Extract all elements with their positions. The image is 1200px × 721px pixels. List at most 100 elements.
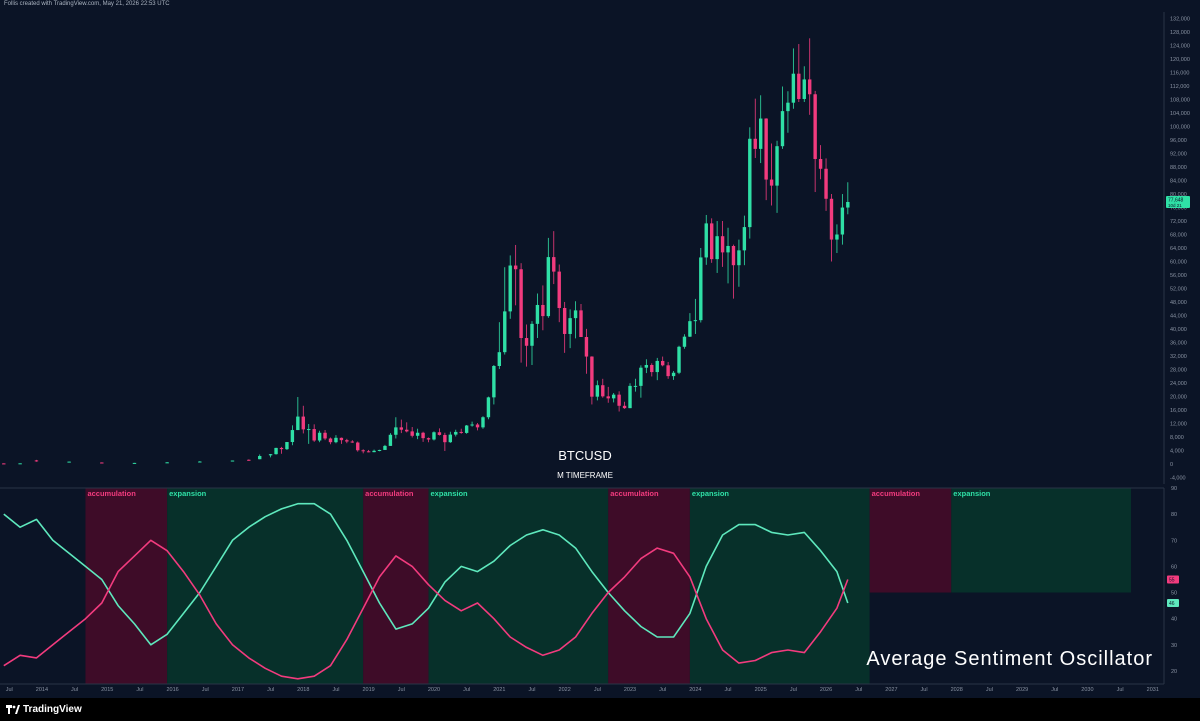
accumulation-region[interactable] — [363, 488, 429, 684]
candle-body[interactable] — [699, 257, 703, 321]
candle-body[interactable] — [535, 304, 540, 324]
candle-body[interactable] — [279, 447, 284, 450]
candle-body[interactable] — [677, 346, 681, 373]
candle-body[interactable] — [546, 257, 551, 317]
candle-body[interactable] — [426, 438, 431, 440]
candle-body[interactable] — [437, 432, 442, 435]
candle-body[interactable] — [301, 416, 305, 430]
candle-body[interactable] — [383, 445, 387, 450]
candle-body[interactable] — [388, 434, 393, 446]
candle-body[interactable] — [443, 434, 447, 443]
candle-body[interactable] — [432, 432, 436, 440]
candle-body[interactable] — [590, 356, 594, 397]
candle-body[interactable] — [573, 310, 578, 319]
candle-body[interactable] — [448, 434, 453, 443]
candle-body[interactable] — [2, 463, 6, 465]
candle-body[interactable] — [835, 234, 839, 240]
candle-body[interactable] — [764, 118, 768, 180]
candle-body[interactable] — [552, 257, 556, 272]
candle-body[interactable] — [660, 360, 665, 366]
candle-body[interactable] — [671, 372, 676, 377]
candle-body[interactable] — [611, 394, 616, 399]
candle-body[interactable] — [18, 463, 22, 465]
candle-body[interactable] — [410, 431, 414, 436]
candle-body[interactable] — [345, 440, 349, 442]
candle-body[interactable] — [622, 405, 627, 409]
candle-body[interactable] — [709, 223, 714, 260]
candle-body[interactable] — [377, 449, 382, 451]
candle-body[interactable] — [328, 438, 333, 443]
candle-body[interactable] — [753, 138, 757, 149]
candle-body[interactable] — [339, 437, 344, 441]
candle-body[interactable] — [486, 397, 491, 418]
candle-body[interactable] — [639, 367, 643, 386]
candle-body[interactable] — [824, 168, 828, 199]
candle-body[interactable] — [769, 179, 774, 186]
candle-body[interactable] — [579, 310, 583, 338]
candle-body[interactable] — [682, 336, 687, 347]
oscillator-series-line[interactable] — [3, 502, 849, 646]
candle-body[interactable] — [372, 450, 376, 453]
candle-body[interactable] — [802, 79, 806, 99]
candle-body[interactable] — [399, 427, 404, 430]
candle-body[interactable] — [475, 424, 480, 428]
candle-body[interactable] — [720, 236, 725, 253]
expansion-region[interactable] — [428, 488, 609, 684]
candle-body[interactable] — [748, 138, 752, 228]
candle-body[interactable] — [655, 360, 659, 373]
expansion-region[interactable] — [167, 488, 364, 684]
candle-body[interactable] — [617, 394, 621, 406]
candle-body[interactable] — [846, 201, 850, 208]
candle-body[interactable] — [285, 442, 289, 450]
candle-body[interactable] — [258, 456, 262, 460]
candle-body[interactable] — [530, 323, 534, 346]
candle-body[interactable] — [541, 304, 545, 317]
candle-body[interactable] — [791, 73, 796, 103]
candle-body[interactable] — [666, 365, 670, 377]
accumulation-region[interactable] — [869, 488, 952, 593]
candle-body[interactable] — [268, 454, 273, 456]
candle-body[interactable] — [606, 396, 610, 399]
candle-body[interactable] — [323, 432, 327, 439]
candle-body[interactable] — [132, 462, 137, 464]
candle-body[interactable] — [797, 73, 801, 99]
candle-body[interactable] — [481, 417, 485, 428]
candle-body[interactable] — [808, 79, 812, 95]
candle-body[interactable] — [317, 432, 322, 441]
candle-body[interactable] — [557, 271, 561, 309]
candle-body[interactable] — [780, 111, 785, 147]
candle-body[interactable] — [628, 385, 632, 409]
candle-body[interactable] — [503, 311, 507, 353]
candle-body[interactable] — [519, 269, 523, 339]
candle-body[interactable] — [470, 424, 474, 426]
candle-body[interactable] — [274, 447, 278, 455]
candle-body[interactable] — [704, 223, 708, 258]
candle-body[interactable] — [230, 460, 235, 462]
candle-body[interactable] — [595, 385, 600, 397]
tradingview-brand[interactable]: TradingView — [6, 704, 82, 715]
candle-body[interactable] — [247, 459, 251, 461]
candle-body[interactable] — [758, 118, 763, 149]
candle-body[interactable] — [405, 429, 409, 432]
candle-body[interactable] — [307, 429, 311, 431]
candle-body[interactable] — [726, 245, 730, 253]
candle-body[interactable] — [415, 432, 420, 436]
candle-body[interactable] — [421, 432, 425, 439]
candle-body[interactable] — [508, 265, 512, 312]
candle-body[interactable] — [562, 308, 567, 334]
candle-body[interactable] — [454, 431, 458, 435]
oscillator-pane[interactable]: accumulation expansion accumulation expansi… — [0, 488, 1164, 684]
candle-body[interactable] — [786, 102, 790, 112]
candle-body[interactable] — [394, 427, 398, 435]
candle-body[interactable] — [840, 207, 845, 235]
candle-body[interactable] — [644, 364, 649, 368]
candle-body[interactable] — [366, 451, 371, 453]
candle-body[interactable] — [513, 265, 518, 270]
candle-body[interactable] — [334, 437, 338, 443]
candle-body[interactable] — [633, 385, 638, 387]
candle-body[interactable] — [198, 461, 202, 463]
candle-body[interactable] — [296, 416, 300, 431]
accumulation-region[interactable] — [85, 488, 168, 684]
chart-canvas[interactable]: accumulation expansion accumulation expansi… — [0, 0, 1200, 698]
candle-body[interactable] — [601, 385, 605, 397]
